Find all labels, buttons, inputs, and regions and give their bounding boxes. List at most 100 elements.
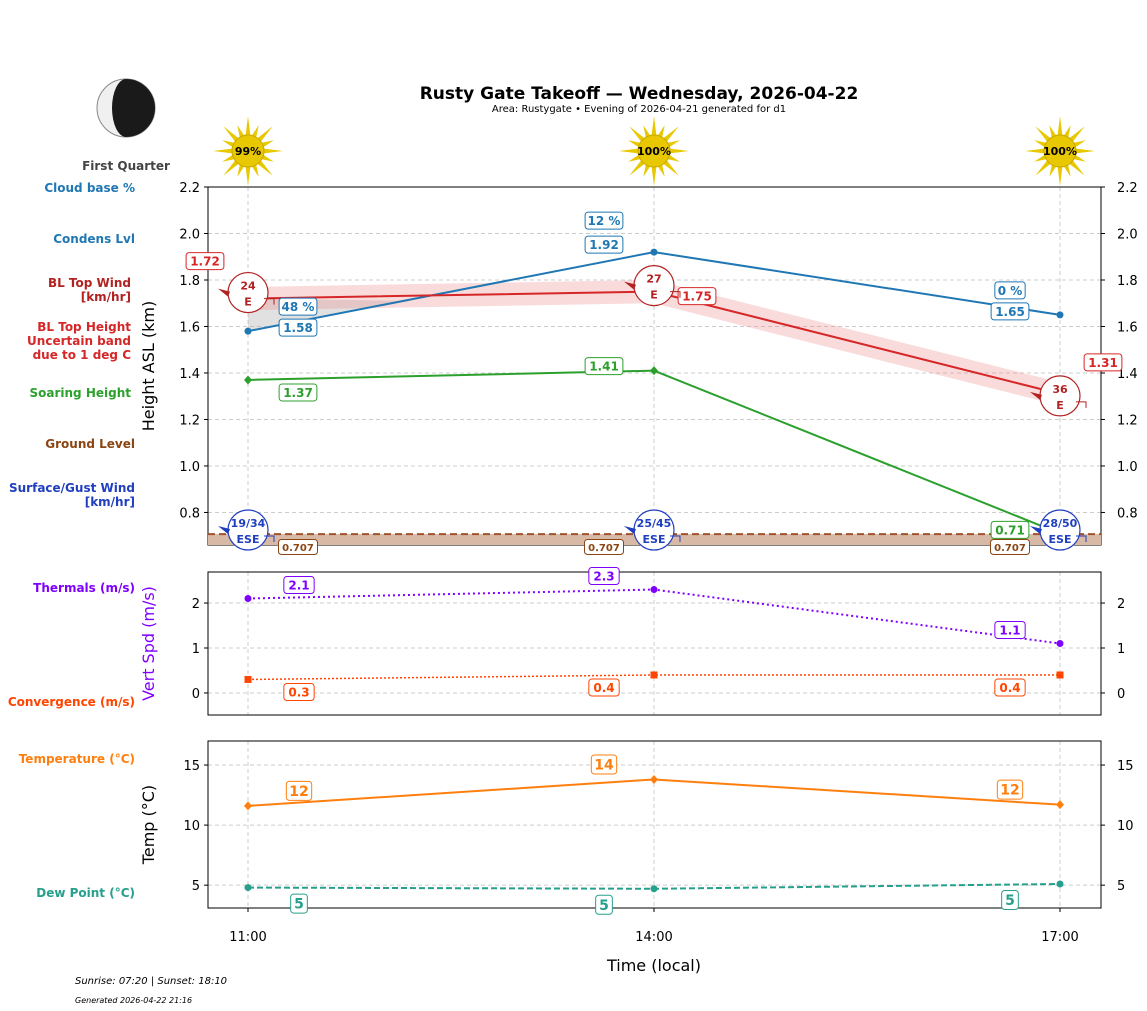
bl-top-label: 1.72	[190, 255, 220, 269]
condensation-level-label-box	[278, 318, 318, 337]
wind-barb-icon	[1076, 535, 1087, 542]
temperature-point	[1056, 800, 1064, 810]
wind-arrow-icon	[624, 281, 636, 290]
sun-disc	[231, 134, 265, 168]
sun-ray	[1063, 163, 1071, 177]
y-tick-label: 1.6	[179, 320, 200, 335]
condensation-level-label: 1.58	[283, 321, 313, 335]
soaring-height-label-box	[584, 357, 624, 376]
thermals-label: 2.1	[288, 579, 309, 593]
wind-barb-icon	[1076, 401, 1087, 408]
thermals-label-box	[283, 576, 315, 595]
bl-wind	[1030, 375, 1087, 417]
sun-ray	[262, 148, 283, 154]
ground-level-label: 0.707	[588, 543, 620, 554]
x-tick-label: 17:00	[1041, 930, 1078, 945]
dew-point-label-box	[595, 894, 613, 915]
y-tick-label: 1.2	[179, 413, 200, 428]
condensation-level-point	[1056, 311, 1064, 319]
ground-level-label-box	[278, 539, 318, 555]
surface-wind	[1030, 509, 1087, 551]
sun-ray	[662, 126, 679, 143]
thermals-point	[1056, 640, 1064, 647]
sun-ray	[1025, 148, 1046, 154]
sun-percent-label: 100%	[1043, 145, 1077, 158]
sun-ray	[628, 140, 642, 148]
y-tick-label-right: 1.2	[1117, 413, 1138, 428]
condensation-level-point	[244, 327, 252, 335]
footer-sun: Sunrise: 07:20 | Sunset: 18:10	[75, 976, 227, 987]
sun-ray	[1057, 116, 1063, 137]
convergence-label-box	[994, 678, 1026, 697]
y-tick-label: 0	[192, 687, 200, 702]
sun-disc	[637, 134, 671, 168]
side-label: Cloud base %	[44, 181, 135, 195]
sun-ray	[1035, 159, 1052, 176]
temperature-label-box	[996, 779, 1024, 800]
convergence-point	[1056, 671, 1064, 679]
wind-barb-icon	[264, 298, 275, 305]
convergence-label-box	[283, 682, 315, 701]
y-axis-label: Temp (°C)	[139, 785, 158, 865]
sun-ray	[666, 154, 680, 162]
bl-top-label-box	[185, 252, 225, 271]
dew-point-point	[244, 884, 252, 892]
sun-ray	[1074, 148, 1095, 154]
ground-level-label-box	[584, 539, 624, 555]
sun-ray	[1035, 126, 1052, 143]
footer-generated: Generated 2026-04-22 21:16	[75, 996, 192, 1005]
sun-ray	[1072, 154, 1086, 162]
y-tick-label-right: 2.2	[1117, 181, 1138, 196]
bl-top-label: 1.31	[1088, 356, 1118, 370]
sun-ray	[666, 140, 680, 148]
surface-wind-speed: 28/50	[1043, 517, 1078, 530]
surface-wind-direction: ESE	[1049, 533, 1072, 546]
sun-ray	[1072, 140, 1086, 148]
sun-ray	[251, 163, 259, 177]
moon-icon	[96, 78, 156, 138]
soaring-height-label: 1.37	[283, 386, 313, 400]
y-tick-label-right: 1	[1117, 642, 1125, 657]
side-label: Dew Point (°C)	[36, 886, 135, 900]
wind-arrow-icon	[624, 526, 636, 534]
y-tick-label-right: 1.6	[1117, 320, 1138, 335]
side-label: Uncertain band	[27, 334, 131, 348]
soaring-height-line	[247, 369, 1061, 535]
sun-ray	[237, 163, 245, 177]
convergence-point	[650, 671, 658, 679]
sun-percent-label: 100%	[637, 145, 671, 158]
condensation-level-label-box	[990, 302, 1030, 321]
sun-ray	[256, 126, 273, 143]
sun-ray	[651, 165, 657, 186]
side-label: Surface/Gust Wind	[9, 481, 135, 495]
cloud-base-percent-label-box	[584, 211, 624, 230]
sun-ray	[1049, 163, 1057, 177]
convergence-line	[247, 674, 1060, 681]
y-tick-label: 1.4	[179, 367, 200, 382]
bl-wind-speed: 24	[240, 280, 256, 293]
sun-ray	[657, 125, 665, 139]
wind-arrow-icon	[218, 288, 230, 297]
convergence-label: 0.3	[288, 685, 309, 699]
temperature-point	[244, 801, 252, 811]
wind-arrow-icon	[218, 526, 230, 534]
y-tick-label: 1.8	[179, 274, 200, 289]
chart-title: Rusty Gate Takeoff — Wednesday, 2026-04-…	[420, 84, 859, 104]
y-tick-label: 2.0	[179, 227, 200, 242]
temperature-label: 14	[594, 757, 614, 773]
sun-ray	[222, 140, 236, 148]
side-label: Temperature (°C)	[19, 752, 135, 766]
side-label: [km/hr]	[85, 495, 135, 509]
ground-level-label-box	[990, 539, 1030, 555]
sun-ray	[629, 159, 646, 176]
temperature-label-box	[285, 780, 313, 801]
wind-barb-icon	[670, 535, 681, 542]
sun-ray	[260, 154, 274, 162]
dew-point-label: 5	[599, 898, 609, 914]
sun-ray	[251, 125, 259, 139]
side-label: Thermals (m/s)	[33, 581, 135, 595]
sun-ray	[657, 163, 665, 177]
bl-uncertainty-band	[248, 279, 1060, 406]
sun-icon	[619, 116, 689, 186]
condensation-level-label: 1.92	[589, 238, 619, 252]
